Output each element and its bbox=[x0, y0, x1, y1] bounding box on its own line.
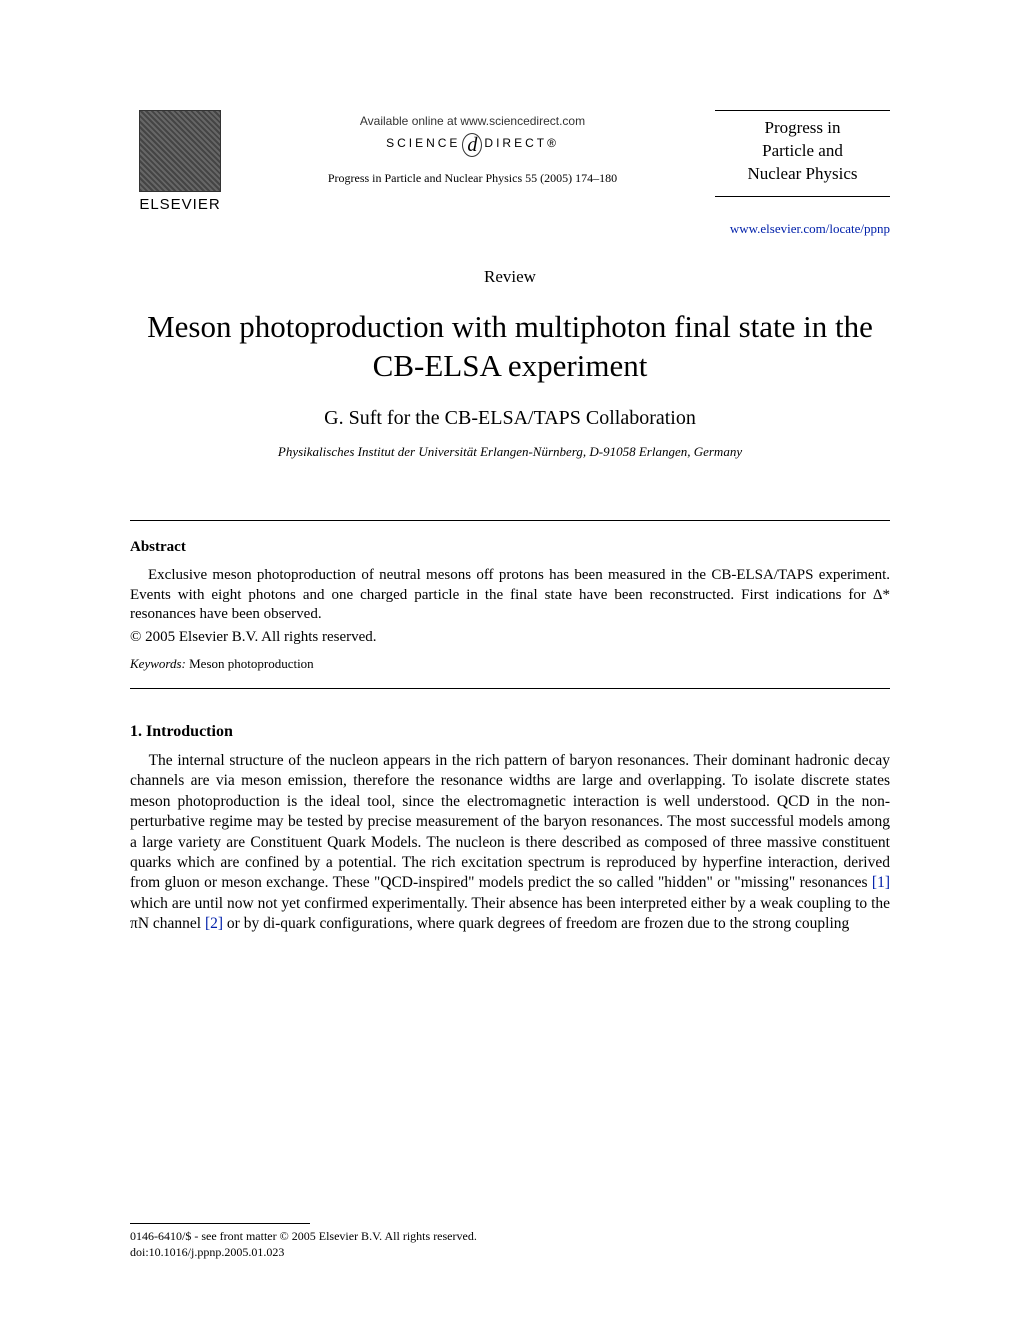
article-title: Meson photoproduction with multiphoton f… bbox=[130, 308, 890, 386]
rule-top bbox=[130, 520, 890, 521]
publisher-block: ELSEVIER bbox=[130, 110, 230, 213]
keywords-label: Keywords: bbox=[130, 656, 186, 671]
sciencedirect-d-icon: d bbox=[462, 133, 482, 157]
footer-rule bbox=[130, 1223, 310, 1224]
publisher-name: ELSEVIER bbox=[139, 196, 220, 213]
keywords-line: Keywords: Meson photoproduction bbox=[130, 656, 890, 672]
footer-block: 0146-6410/$ - see front matter © 2005 El… bbox=[130, 1223, 890, 1260]
para-text-c: or by di-quark configurations, where qua… bbox=[223, 915, 849, 932]
sciencedirect-logo: SCIENCEdDIRECT® bbox=[230, 134, 715, 157]
abstract-body: Exclusive meson photoproduction of neutr… bbox=[130, 566, 890, 625]
journal-name-line1: Progress in bbox=[715, 117, 890, 140]
section-1-heading: 1. Introduction bbox=[130, 723, 890, 741]
journal-name-line3: Nuclear Physics bbox=[715, 163, 890, 186]
sciencedirect-right: DIRECT® bbox=[484, 136, 559, 150]
center-header: Available online at www.sciencedirect.co… bbox=[230, 110, 715, 186]
sciencedirect-left: SCIENCE bbox=[386, 136, 460, 150]
footer-line1: 0146-6410/$ - see front matter © 2005 El… bbox=[130, 1228, 890, 1244]
abstract-heading: Abstract bbox=[130, 539, 890, 556]
page: ELSEVIER Available online at www.science… bbox=[0, 0, 1020, 1320]
citation-2[interactable]: [2] bbox=[205, 915, 223, 932]
para-text-a: The internal structure of the nucleon ap… bbox=[130, 752, 890, 892]
section-1-paragraph: The internal structure of the nucleon ap… bbox=[130, 751, 890, 935]
article-type-label: Review bbox=[130, 267, 890, 287]
journal-url-link[interactable]: www.elsevier.com/locate/ppnp bbox=[130, 221, 890, 237]
elsevier-tree-logo bbox=[139, 110, 221, 192]
citation-1[interactable]: [1] bbox=[872, 874, 890, 891]
affiliation-line: Physikalisches Institut der Universität … bbox=[130, 444, 890, 460]
footer-line2: doi:10.1016/j.ppnp.2005.01.023 bbox=[130, 1244, 890, 1260]
abstract-copyright: © 2005 Elsevier B.V. All rights reserved… bbox=[130, 629, 890, 646]
rule-bottom bbox=[130, 688, 890, 689]
journal-reference: Progress in Particle and Nuclear Physics… bbox=[230, 171, 715, 186]
keywords-value: Meson photoproduction bbox=[186, 656, 314, 671]
authors-line: G. Suft for the CB-ELSA/TAPS Collaborati… bbox=[130, 407, 890, 430]
journal-title-box: Progress in Particle and Nuclear Physics bbox=[715, 110, 890, 197]
header-row: ELSEVIER Available online at www.science… bbox=[130, 110, 890, 213]
available-online-text: Available online at www.sciencedirect.co… bbox=[230, 114, 715, 128]
journal-name-line2: Particle and bbox=[715, 140, 890, 163]
